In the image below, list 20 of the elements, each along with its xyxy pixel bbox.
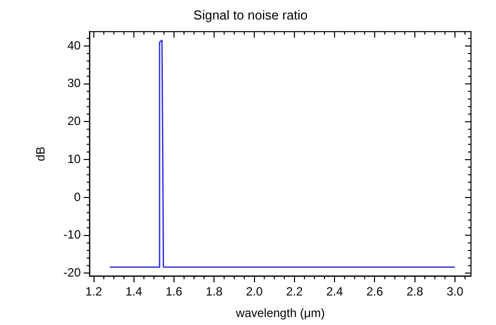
y-axis-title: dB	[34, 146, 48, 162]
x-tick-label: 2.2	[286, 284, 304, 299]
x-tick-label: 2.0	[246, 284, 263, 299]
x-tick-label: 1.6	[166, 284, 183, 299]
x-tick-label: 1.8	[206, 284, 223, 299]
y-tick-label: -10	[63, 228, 82, 242]
y-tick-label: 30	[67, 76, 82, 90]
x-axis-title: wavelength (μm)	[234, 306, 325, 320]
y-tick-label: 20	[67, 114, 82, 128]
x-tick-label: 2.6	[366, 284, 384, 299]
x-tick-label: 2.4	[326, 284, 344, 299]
x-tick-label: 1.2	[85, 284, 102, 299]
y-tick-label: -20	[63, 265, 82, 280]
y-tick-label: 40	[67, 38, 82, 52]
chart-title: Signal to noise ratio	[193, 7, 308, 22]
x-tick-label: 1.4	[126, 284, 143, 299]
y-tick-label: 0	[74, 190, 82, 204]
x-tick-label: 3.0	[446, 284, 464, 299]
y-tick-label: 10	[67, 152, 82, 166]
x-tick-label: 2.8	[406, 284, 424, 299]
